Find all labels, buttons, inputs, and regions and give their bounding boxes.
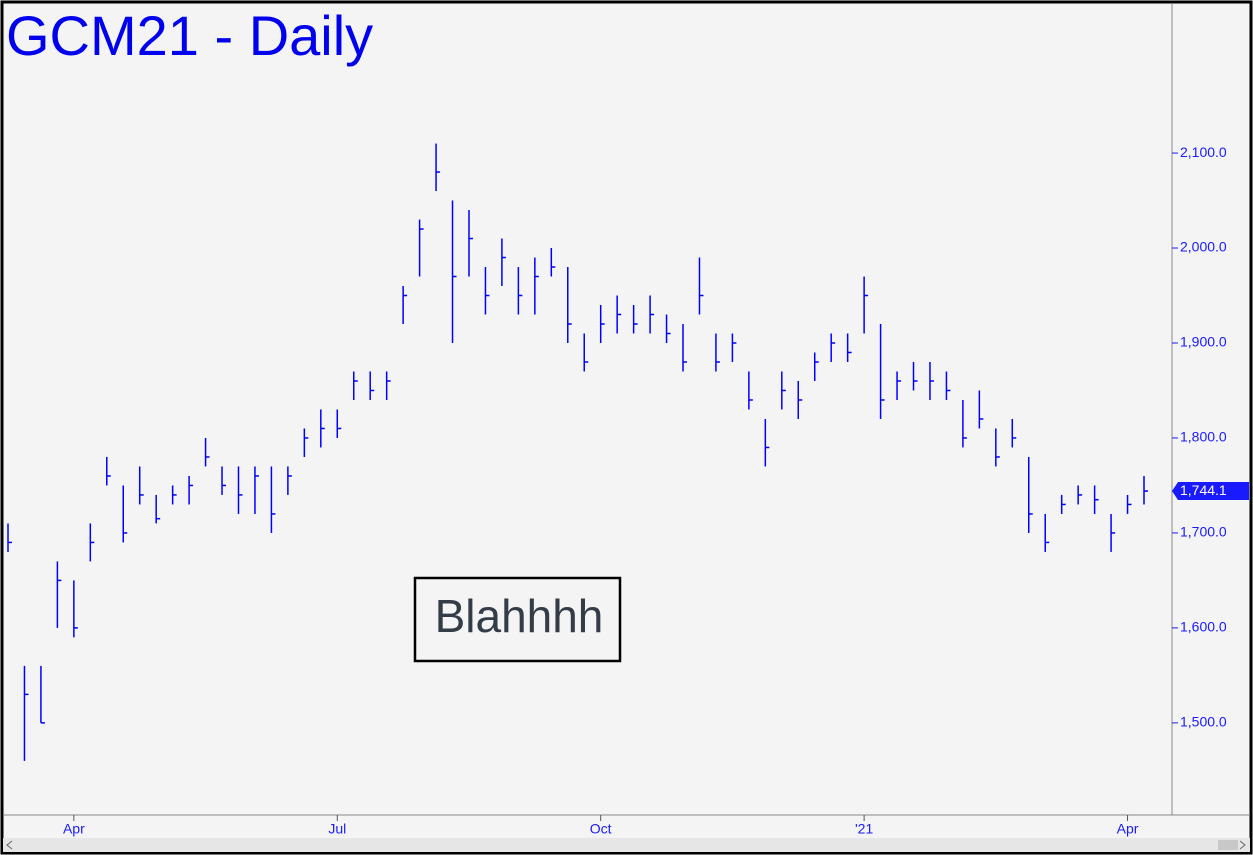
- annotation-box: [413, 576, 622, 663]
- x-tick-label: '21: [855, 821, 873, 837]
- last-price-label: 1,744.1: [1180, 482, 1227, 498]
- y-tick-label: 2,000.0: [1180, 239, 1227, 255]
- y-tick-label: 1,700.0: [1180, 524, 1227, 540]
- scroll-left[interactable]: [6, 840, 13, 850]
- last-price-marker: [1172, 482, 1249, 501]
- y-tick-label: 1,500.0: [1180, 714, 1227, 730]
- x-tick-label: Oct: [590, 821, 612, 837]
- x-tick-label: Apr: [63, 821, 85, 837]
- annotation: Blahhhh: [435, 590, 604, 642]
- y-tick-label: 1,900.0: [1180, 334, 1227, 350]
- scroll-right[interactable]: [1239, 840, 1246, 850]
- y-tick-label: 1,800.0: [1180, 429, 1227, 445]
- x-tick-label: Apr: [1117, 821, 1139, 837]
- x-tick-label: Jul: [328, 821, 346, 837]
- scroll-thumb[interactable]: [1218, 840, 1238, 850]
- chart-title: GCM21 - Daily: [6, 4, 373, 67]
- y-tick-label: 1,600.0: [1180, 619, 1227, 635]
- scrollbar[interactable]: [3, 838, 1250, 852]
- y-tick-label: 2,100.0: [1180, 144, 1227, 160]
